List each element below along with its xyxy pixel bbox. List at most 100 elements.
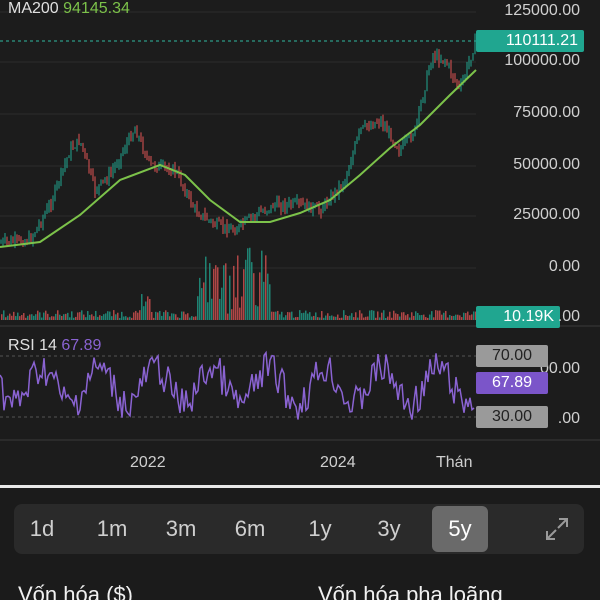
volume-bar bbox=[185, 314, 187, 320]
volume-bar bbox=[55, 313, 57, 320]
volume-bar bbox=[325, 315, 327, 320]
volume-bar bbox=[317, 317, 319, 320]
volume-bar bbox=[441, 314, 443, 320]
rsi-current-badge: 67.89 bbox=[476, 372, 548, 394]
volume-bar bbox=[63, 314, 65, 320]
volume-bar bbox=[157, 312, 159, 320]
volume-bar bbox=[199, 277, 201, 320]
volume-bar bbox=[91, 314, 93, 320]
range-1y-button[interactable]: 1y bbox=[308, 516, 332, 541]
volume-bar bbox=[285, 315, 287, 320]
volume-bar bbox=[277, 310, 279, 320]
volume-bar bbox=[359, 310, 361, 320]
volume-bar bbox=[469, 315, 471, 320]
volume-bar bbox=[367, 316, 369, 320]
volume-bar bbox=[117, 312, 119, 320]
volume-bar bbox=[59, 314, 61, 320]
rsi-upper-badge: 70.00 bbox=[476, 345, 548, 367]
volume-bar bbox=[417, 312, 419, 320]
volume-bar bbox=[437, 310, 439, 320]
volume-bar bbox=[311, 316, 313, 320]
expand-icon[interactable] bbox=[544, 516, 570, 542]
volume-bar bbox=[413, 315, 415, 320]
volume-bar bbox=[13, 311, 15, 320]
volume-bar bbox=[445, 310, 447, 320]
range-5y-button[interactable]: 5y bbox=[432, 506, 488, 552]
volume-bar bbox=[79, 312, 81, 320]
diluted-market-cap-label: Vốn hóa pha loãng bbox=[318, 582, 503, 600]
volume-bar bbox=[75, 316, 77, 320]
volume-bar bbox=[137, 312, 139, 320]
volume-bar bbox=[283, 317, 285, 320]
date-label: 2022 bbox=[130, 454, 166, 471]
volume-bar bbox=[389, 311, 391, 320]
volume-bar bbox=[89, 314, 91, 320]
volume-bar bbox=[33, 315, 35, 320]
volume-bar bbox=[113, 310, 115, 320]
volume-bar bbox=[451, 315, 453, 320]
volume-bar bbox=[291, 311, 293, 320]
volume-bar bbox=[111, 316, 113, 320]
chart-canvas bbox=[0, 11, 600, 441]
volume-bar bbox=[179, 317, 181, 320]
volume-bar bbox=[119, 317, 121, 320]
volume-bar bbox=[71, 311, 73, 320]
volume-bar bbox=[465, 313, 467, 320]
volume-bar bbox=[9, 313, 11, 320]
volume-bar bbox=[341, 317, 343, 320]
volume-bar bbox=[209, 263, 211, 320]
volume-bar bbox=[211, 298, 213, 320]
volume-bar bbox=[373, 310, 375, 320]
bottom-panel: 1d 1m 3m 6m 1y 3y 5y Vốn hóa ($) Vốn hóa… bbox=[0, 488, 600, 600]
volume-bar bbox=[275, 311, 277, 320]
rsi-value: 67.89 bbox=[61, 337, 102, 354]
volume-bar bbox=[435, 310, 437, 320]
volume-bar bbox=[97, 316, 99, 320]
volume-bar bbox=[7, 315, 9, 320]
volume-bar bbox=[99, 315, 101, 320]
volume-bar bbox=[453, 315, 455, 320]
volume-bar bbox=[303, 312, 305, 320]
volume-bar bbox=[343, 310, 345, 320]
price-chart[interactable]: MA200 94145.34 125000.00 100000.00 75000… bbox=[0, 0, 600, 485]
range-6m-button[interactable]: 6m bbox=[234, 516, 266, 541]
volume-bar bbox=[251, 262, 253, 320]
volume-bar bbox=[243, 269, 245, 320]
volume-bar bbox=[31, 314, 33, 320]
volume-bar bbox=[93, 316, 95, 320]
rsi-axis-tick: 00.00 bbox=[539, 360, 580, 377]
volume-bar bbox=[263, 281, 265, 320]
volume-bar bbox=[85, 317, 87, 320]
volume-bar bbox=[167, 312, 169, 320]
volume-bar bbox=[183, 311, 185, 320]
volume-bar bbox=[125, 316, 127, 320]
volume-bar bbox=[265, 255, 267, 320]
volume-bar bbox=[151, 311, 153, 320]
volume-bar bbox=[147, 296, 149, 320]
range-1d-button[interactable]: 1d bbox=[29, 516, 55, 541]
price-axis-tick: 0.00 bbox=[548, 258, 580, 275]
volume-bar bbox=[221, 287, 223, 320]
volume-bar bbox=[431, 311, 433, 320]
volume-bar bbox=[407, 314, 409, 320]
volume-bar bbox=[299, 310, 301, 320]
date-label: 2024 bbox=[320, 454, 356, 471]
rsi-name: RSI 14 bbox=[8, 337, 57, 354]
volume-bar bbox=[405, 315, 407, 320]
range-3y-button[interactable]: 3y bbox=[377, 516, 401, 541]
range-3m-button[interactable]: 3m bbox=[165, 516, 197, 541]
volume-bar bbox=[143, 306, 145, 320]
range-1m-button[interactable]: 1m bbox=[96, 516, 128, 541]
volume-bar bbox=[401, 312, 403, 320]
volume-bar bbox=[177, 317, 179, 320]
volume-bar bbox=[273, 311, 275, 320]
volume-bar bbox=[411, 312, 413, 320]
volume-bar bbox=[231, 309, 233, 320]
volume-bar bbox=[261, 250, 263, 320]
ma-indicator: MA200 94145.34 bbox=[8, 0, 130, 18]
volume-bar bbox=[377, 311, 379, 320]
volume-bar bbox=[327, 313, 329, 320]
volume-bar bbox=[165, 310, 167, 320]
volume-bar bbox=[475, 311, 477, 320]
volume-bar bbox=[281, 311, 283, 320]
